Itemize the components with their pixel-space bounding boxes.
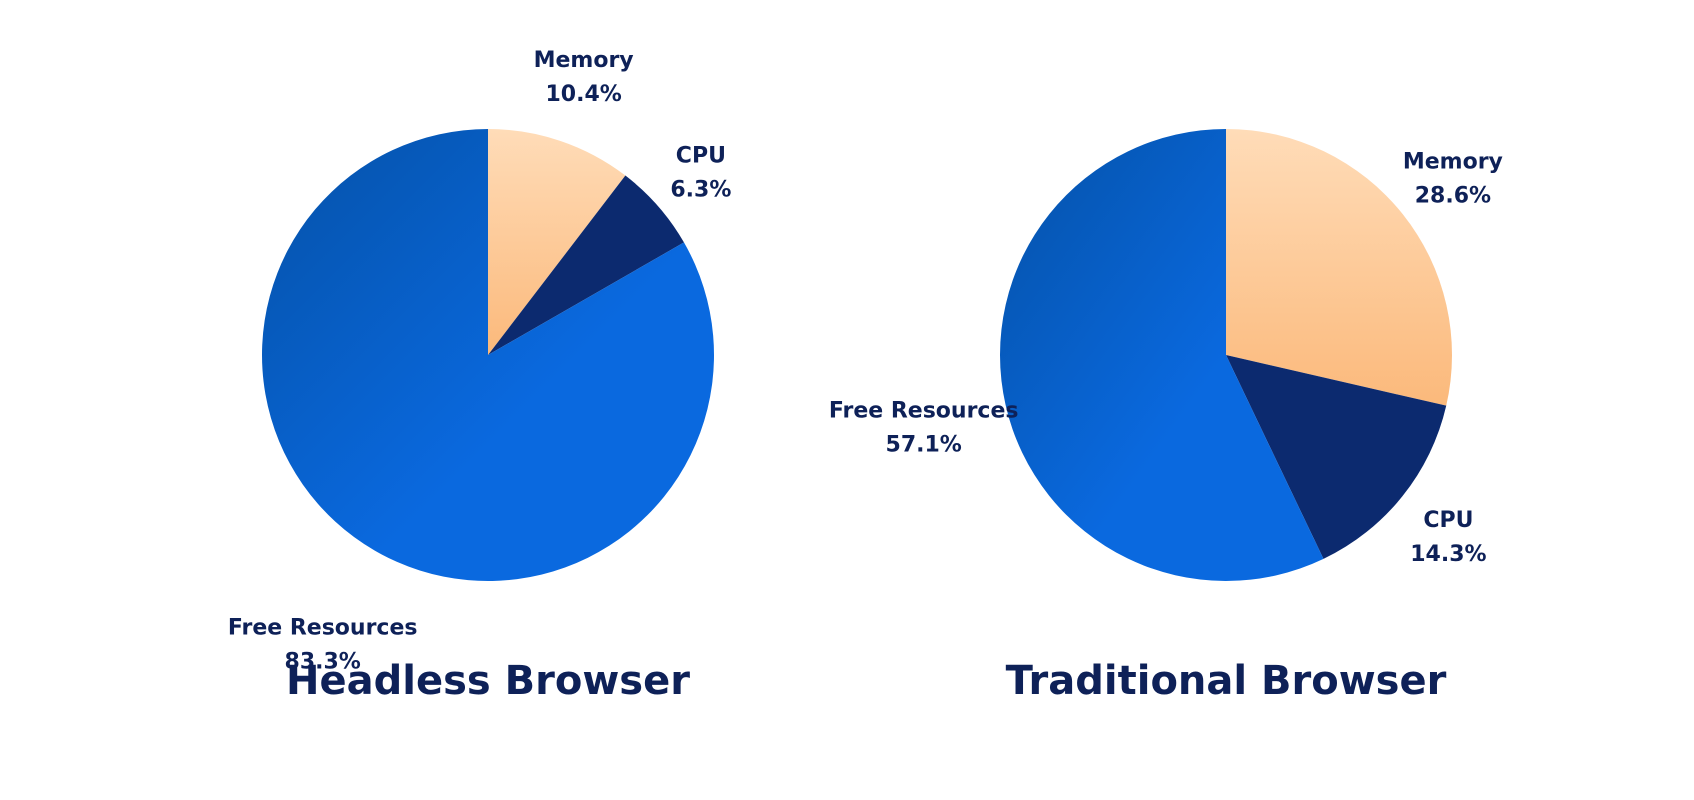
free-resources-value-label: 57.1% [886, 433, 962, 458]
free-resources-label: Free Resources [228, 616, 418, 641]
cpu-slice [1226, 355, 1447, 559]
cpu-label: CPU [676, 144, 726, 169]
memory-slice [488, 129, 626, 355]
cpu-slice [488, 175, 684, 355]
memory-slice [1226, 129, 1452, 406]
memory-label: Memory [534, 48, 634, 73]
free-resources-slice [999, 129, 1324, 581]
cpu-value-label: 14.3% [1410, 542, 1486, 567]
free-resources-label: Free Resources [829, 399, 1019, 424]
memory-label: Memory [1403, 149, 1503, 174]
cpu-value-label: 6.3% [670, 178, 731, 203]
headless-browser-pie-chart: Memory 10.4% CPU 6.3% Free Resources 83.3% [228, 48, 731, 675]
cpu-label: CPU [1423, 508, 1473, 533]
free-resources-value-label: 83.3% [285, 650, 361, 675]
memory-value-label: 28.6% [1415, 183, 1491, 208]
traditional-browser-title: Traditional Browser [1006, 658, 1447, 704]
headless-browser-title: Headless Browser [286, 658, 690, 704]
free-resources-slice [261, 129, 714, 581]
traditional-browser-pie-chart: Memory 28.6% CPU 14.3% Free Resources 57.1% [829, 129, 1503, 581]
memory-value-label: 10.4% [545, 82, 621, 107]
